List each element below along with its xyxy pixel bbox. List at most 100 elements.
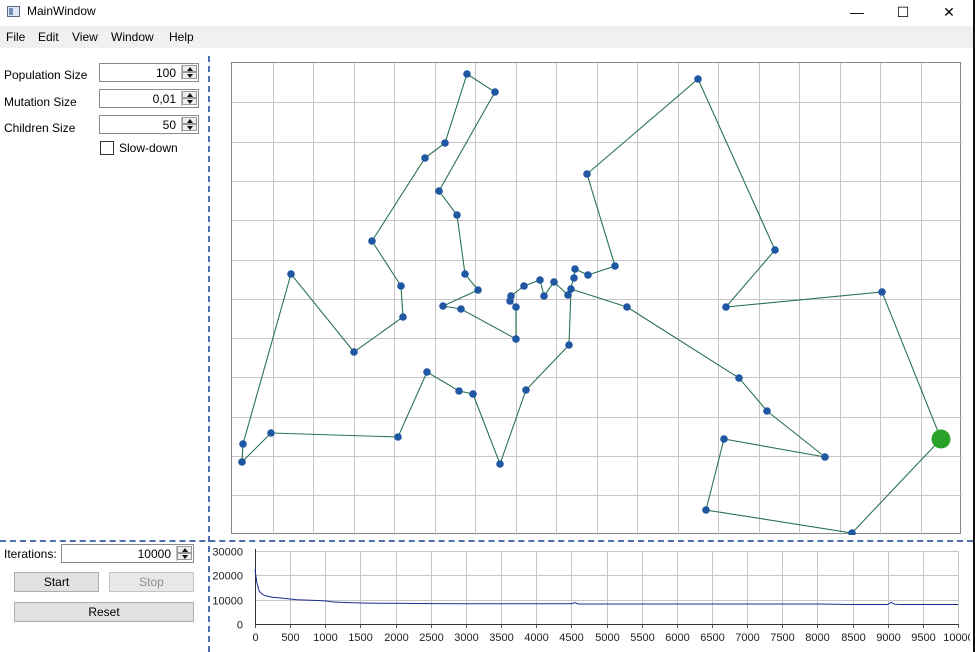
x-tick-label: 9000: [876, 632, 900, 644]
x-tick-label: 500: [281, 632, 299, 644]
city-point: [720, 435, 728, 443]
city-point: [267, 429, 275, 437]
menu-file[interactable]: File: [6, 30, 26, 44]
maximize-button[interactable]: ☐: [880, 0, 926, 25]
x-tick-label: 5500: [630, 632, 654, 644]
slowdown-label[interactable]: Slow-down: [119, 141, 178, 155]
city-point: [463, 70, 471, 78]
mutation-size-label: Mutation Size: [4, 95, 77, 109]
city-point: [457, 305, 465, 313]
city-point: [491, 88, 499, 96]
city-point: [496, 460, 504, 468]
city-point: [520, 282, 528, 290]
children-size-label: Children Size: [4, 121, 76, 135]
city-point: [694, 75, 702, 83]
city-point: [722, 303, 730, 311]
city-point: [423, 368, 431, 376]
x-tick-label: 2000: [384, 632, 408, 644]
iterations-increase-icon[interactable]: [177, 546, 192, 553]
city-point: [441, 139, 449, 147]
city-point: [522, 386, 530, 394]
city-point: [565, 341, 573, 349]
city-point: [439, 302, 447, 310]
x-tick-label: 6500: [700, 632, 724, 644]
city-point: [583, 170, 591, 178]
x-tick-label: 3000: [454, 632, 478, 644]
city-point: [702, 506, 710, 514]
mutation-size-input[interactable]: 0,01: [99, 89, 199, 108]
horizontal-splitter[interactable]: [0, 540, 973, 542]
y-tick-label: 20000: [212, 571, 243, 583]
x-tick-label: 4000: [524, 632, 548, 644]
city-point: [611, 262, 619, 270]
y-tick-label: 30000: [212, 547, 243, 559]
city-point: [878, 288, 886, 296]
city-point: [570, 274, 578, 282]
x-tick-label: 6000: [665, 632, 689, 644]
city-point: [421, 154, 429, 162]
menu-window[interactable]: Window: [111, 30, 154, 44]
mutation-decrease-icon[interactable]: [182, 98, 197, 105]
iterations-decrease-icon[interactable]: [177, 553, 192, 560]
stop-button[interactable]: Stop: [109, 572, 194, 592]
maximize-icon: ☐: [896, 4, 910, 20]
city-point: [848, 529, 856, 537]
population-increase-icon[interactable]: [182, 65, 197, 72]
city-point: [507, 292, 515, 300]
city-point: [512, 335, 520, 343]
x-tick-label: 1000: [313, 632, 337, 644]
minimize-button[interactable]: —: [834, 0, 880, 25]
route-map: [231, 62, 962, 537]
minimize-icon: —: [850, 4, 864, 20]
city-point: [771, 246, 779, 254]
x-tick-label: 3500: [489, 632, 513, 644]
city-point: [567, 285, 575, 293]
window-title: MainWindow: [27, 4, 96, 18]
vertical-splitter[interactable]: [208, 56, 210, 652]
start-button[interactable]: Start: [14, 572, 99, 592]
city-point: [735, 374, 743, 382]
title-bar[interactable]: MainWindow — ☐ ✕: [0, 0, 973, 25]
close-button[interactable]: ✕: [926, 0, 972, 25]
city-point: [584, 271, 592, 279]
menu-edit[interactable]: Edit: [38, 30, 59, 44]
x-tick-label: 8000: [805, 632, 829, 644]
children-increase-icon[interactable]: [182, 117, 197, 124]
mutation-spinner: [181, 91, 197, 106]
close-icon: ✕: [943, 4, 955, 20]
iterations-value: 10000: [137, 547, 171, 561]
population-size-input[interactable]: 100: [99, 63, 199, 82]
city-point: [564, 291, 572, 299]
city-point: [453, 211, 461, 219]
menu-view[interactable]: View: [72, 30, 98, 44]
city-point: [239, 440, 247, 448]
mutation-size-value: 0,01: [152, 92, 176, 106]
city-point: [399, 313, 407, 321]
menu-help[interactable]: Help: [169, 30, 194, 44]
city-point: [474, 286, 482, 294]
iterations-input[interactable]: 10000: [61, 544, 194, 563]
start-city-point: [931, 429, 951, 449]
children-decrease-icon[interactable]: [182, 124, 197, 131]
x-tick-label: 10000: [943, 632, 970, 644]
y-tick-label: 10000: [212, 596, 243, 608]
mutation-increase-icon[interactable]: [182, 91, 197, 98]
city-point: [455, 387, 463, 395]
population-decrease-icon[interactable]: [182, 72, 197, 79]
children-spinner: [181, 117, 197, 132]
y-tick-label: 0: [237, 620, 243, 632]
x-tick-label: 5000: [595, 632, 619, 644]
city-point: [821, 453, 829, 461]
population-spinner: [181, 65, 197, 80]
slowdown-checkbox[interactable]: [100, 141, 114, 155]
population-size-label: Population Size: [4, 68, 88, 82]
children-size-input[interactable]: 50: [99, 115, 199, 134]
city-point: [469, 390, 477, 398]
x-tick-label: 7500: [770, 632, 794, 644]
city-point: [550, 278, 558, 286]
city-point: [512, 303, 520, 311]
fitness-chart: 0 500 1000 1500 2000 2500 3000 3500 4000 4500 5000…: [212, 547, 970, 645]
reset-button[interactable]: Reset: [14, 602, 194, 622]
x-tick-label: 9500: [911, 632, 935, 644]
fitness-series-line: [254, 569, 958, 605]
